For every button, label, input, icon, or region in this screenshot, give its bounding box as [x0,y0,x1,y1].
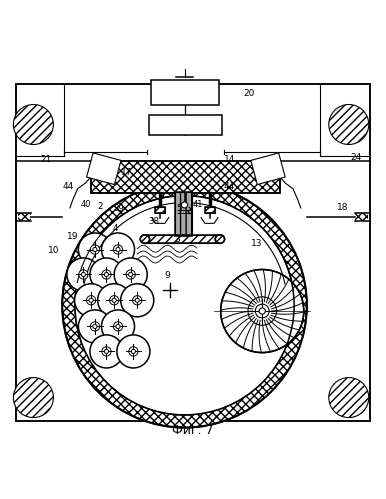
Circle shape [221,269,304,353]
Bar [145,235,220,244]
Circle shape [79,270,88,279]
Bar [175,192,192,236]
Circle shape [78,233,112,266]
Bar [16,84,370,421]
Text: 14: 14 [224,155,235,164]
Polygon shape [152,218,169,224]
Ellipse shape [140,235,150,244]
Bar [145,235,220,244]
Circle shape [102,270,111,279]
Bar [205,207,215,213]
Text: 39: 39 [114,204,125,213]
Circle shape [98,284,131,317]
Text: 5: 5 [177,204,182,213]
Circle shape [74,284,108,317]
Circle shape [329,378,369,418]
Ellipse shape [215,235,225,244]
Circle shape [255,304,269,318]
Text: 40: 40 [81,200,91,209]
Circle shape [181,202,188,208]
Circle shape [81,272,85,276]
Bar [91,161,279,193]
Text: 44: 44 [63,182,74,191]
Circle shape [90,335,123,368]
Text: 44: 44 [224,182,235,191]
Polygon shape [251,153,285,185]
Circle shape [102,233,135,266]
Circle shape [114,258,147,291]
Bar [145,235,220,244]
Bar [175,192,192,236]
Circle shape [78,310,112,343]
Circle shape [102,347,111,356]
Circle shape [121,284,154,317]
Circle shape [67,258,100,291]
Circle shape [90,245,100,254]
Text: 4: 4 [113,224,118,233]
Text: 21: 21 [41,155,52,164]
Circle shape [116,324,120,328]
Circle shape [14,104,53,145]
Circle shape [93,324,97,328]
Circle shape [90,322,100,331]
Text: 38: 38 [148,217,159,227]
Circle shape [126,270,135,279]
Circle shape [133,295,142,305]
Circle shape [131,349,135,353]
Text: 13: 13 [251,239,262,248]
Circle shape [62,183,307,428]
Text: 19: 19 [67,232,79,241]
Text: 20: 20 [243,89,254,98]
Text: 10: 10 [48,246,59,255]
Circle shape [129,347,138,356]
Circle shape [104,349,108,353]
Text: 24: 24 [351,153,362,162]
Circle shape [116,248,120,251]
Circle shape [89,298,93,302]
Text: 41: 41 [193,200,203,209]
Circle shape [110,295,119,305]
Circle shape [104,272,108,276]
Circle shape [90,258,123,291]
Circle shape [75,196,294,415]
Bar [18,213,31,221]
Bar [149,115,222,135]
Text: 17: 17 [121,168,133,177]
Circle shape [135,298,139,302]
Circle shape [129,272,133,276]
Circle shape [113,245,123,254]
Circle shape [14,378,53,418]
Circle shape [259,308,265,314]
Text: Фиг. 7: Фиг. 7 [172,424,214,437]
Circle shape [112,298,116,302]
Bar [155,207,165,213]
Circle shape [113,322,123,331]
Bar [155,207,165,213]
Circle shape [117,335,150,368]
Bar [175,192,192,236]
Text: 2: 2 [97,202,103,211]
Text: 18: 18 [337,203,349,212]
Circle shape [102,310,135,343]
Polygon shape [201,218,218,224]
Circle shape [86,295,96,305]
Bar [91,161,279,193]
Bar [355,213,368,221]
Text: 9: 9 [164,271,170,280]
Polygon shape [86,153,121,185]
Bar [91,161,279,193]
Circle shape [93,248,97,251]
Text: 3: 3 [174,236,180,245]
Circle shape [329,104,369,145]
Bar [151,80,219,105]
Bar [205,207,215,213]
